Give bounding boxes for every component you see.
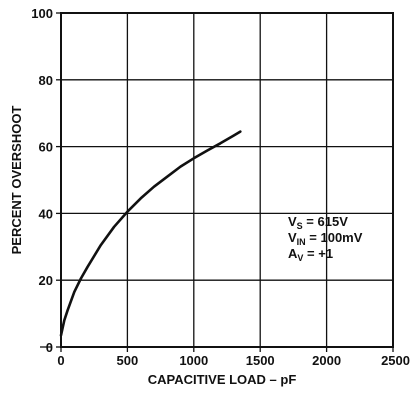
y-tick-label: 40 [39, 206, 53, 221]
overshoot-curve [59, 130, 242, 337]
x-tick-label: 2500 [381, 353, 410, 368]
condition-line: AV = +1 [288, 246, 333, 263]
x-tick-label: 2000 [312, 353, 341, 368]
x-tick-label: 500 [117, 353, 139, 368]
plot-frame [60, 12, 394, 348]
condition-line: VS = 615V [288, 214, 348, 231]
x-tick-label: 1000 [179, 353, 208, 368]
y-tick-label: 80 [39, 73, 53, 88]
y-tick-label: 20 [39, 273, 53, 288]
y-tick-label: 60 [39, 140, 53, 155]
condition-line: VIN = 100mV [288, 230, 363, 247]
grid [61, 13, 393, 347]
x-tick-label: 0 [57, 353, 64, 368]
x-tick-label: 1500 [246, 353, 275, 368]
x-axis-title: CAPACITIVE LOAD – pF [148, 372, 297, 387]
y-tick-label: 100 [31, 6, 53, 21]
y-axis-title: PERCENT OVERSHOOT [9, 106, 24, 255]
axis-ticks: 02040608010005001000150020002500 [31, 6, 410, 368]
series-layer [59, 130, 242, 337]
